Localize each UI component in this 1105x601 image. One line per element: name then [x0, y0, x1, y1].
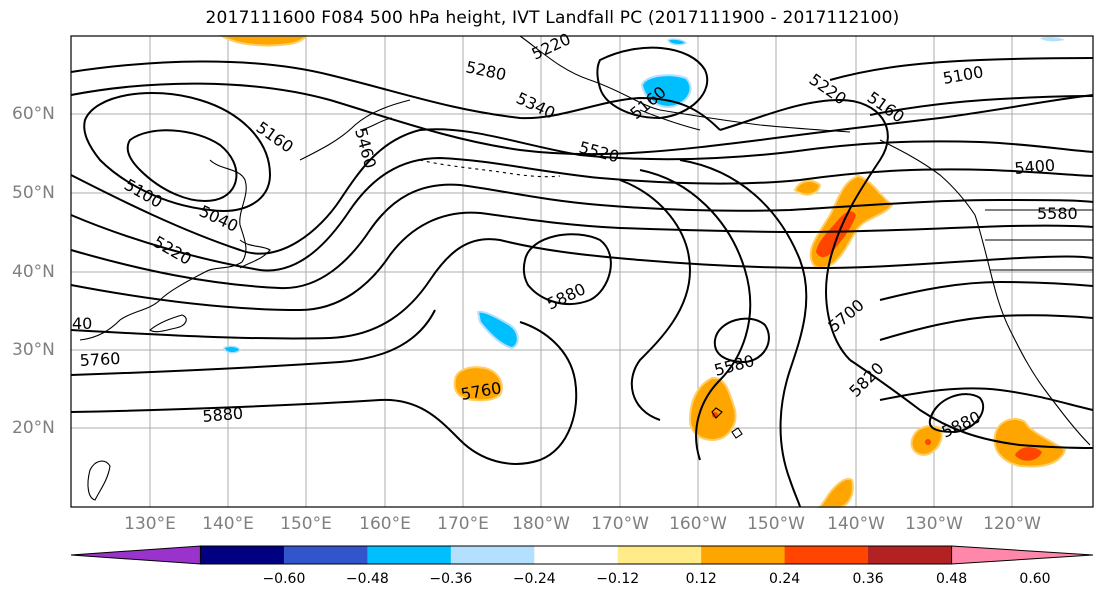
contour-label: 40 — [72, 314, 92, 333]
map-title: 2017111600 F084 500 hPa height, IVT Land… — [205, 8, 900, 28]
ivt-shading — [218, 35, 1067, 508]
colorbar-segment — [367, 546, 452, 564]
lon-label: 180°W — [512, 514, 570, 534]
colorbar-segment — [200, 546, 285, 564]
contour-label: 5880 — [202, 404, 244, 426]
colorbar-segment — [617, 546, 702, 564]
lon-label: 140°W — [827, 514, 885, 534]
coastlines — [79, 35, 1093, 501]
colorbar-tick-label: 0.24 — [769, 571, 801, 587]
colorbar-segment — [868, 546, 953, 564]
colorbar-tick-label: −0.12 — [596, 571, 640, 587]
colorbar-extension-low — [70, 545, 201, 565]
contour-label: 5580 — [1037, 204, 1078, 223]
lat-label: 40°N — [12, 262, 55, 282]
lat-label: 60°N — [12, 104, 55, 124]
colorbar-outline — [199, 545, 953, 565]
contour-label: 5400 — [1014, 156, 1056, 178]
lon-label: 150°W — [747, 514, 805, 534]
lon-label: 160°W — [669, 514, 727, 534]
lon-label: 150°E — [280, 514, 332, 534]
lon-label: 170°E — [437, 514, 489, 534]
colorbar-tick-label: −0.24 — [512, 571, 556, 587]
colorbar-segment — [450, 546, 535, 564]
lon-label: 120°W — [983, 514, 1041, 534]
lat-label: 50°N — [12, 183, 55, 203]
contour-label: 5760 — [79, 349, 121, 370]
height-contours — [70, 46, 1094, 508]
colorbar-segment — [534, 546, 619, 564]
colorbar-tick-label: 0.12 — [685, 571, 717, 587]
map-frame — [70, 35, 1094, 508]
lon-label: 170°W — [591, 514, 649, 534]
lat-label: 30°N — [12, 340, 55, 360]
colorbar-extension-high — [951, 545, 1094, 565]
colorbar-segment — [701, 546, 786, 564]
colorbar-tick-label: 0.60 — [1019, 571, 1051, 587]
colorbar-segments — [70, 545, 1094, 565]
lon-label: 130°W — [905, 514, 963, 534]
colorbar-segment — [283, 546, 368, 564]
colorbar-tick-label: −0.36 — [429, 571, 473, 587]
colorbar-tick-label: 0.36 — [852, 571, 884, 587]
colorbar-tick-label: 0.48 — [935, 571, 968, 587]
colorbar-tick-label: −0.60 — [262, 571, 306, 587]
contour-labels: 5220 5280 5340 5160 5460 5100 5040 5220 … — [72, 29, 1078, 441]
lon-label: 130°E — [124, 514, 176, 534]
colorbar-segment — [784, 546, 869, 564]
colorbar-tick-label: −0.48 — [345, 571, 389, 587]
lon-label: 160°E — [359, 514, 411, 534]
lat-label: 20°N — [12, 418, 55, 438]
lon-label: 140°E — [202, 514, 254, 534]
